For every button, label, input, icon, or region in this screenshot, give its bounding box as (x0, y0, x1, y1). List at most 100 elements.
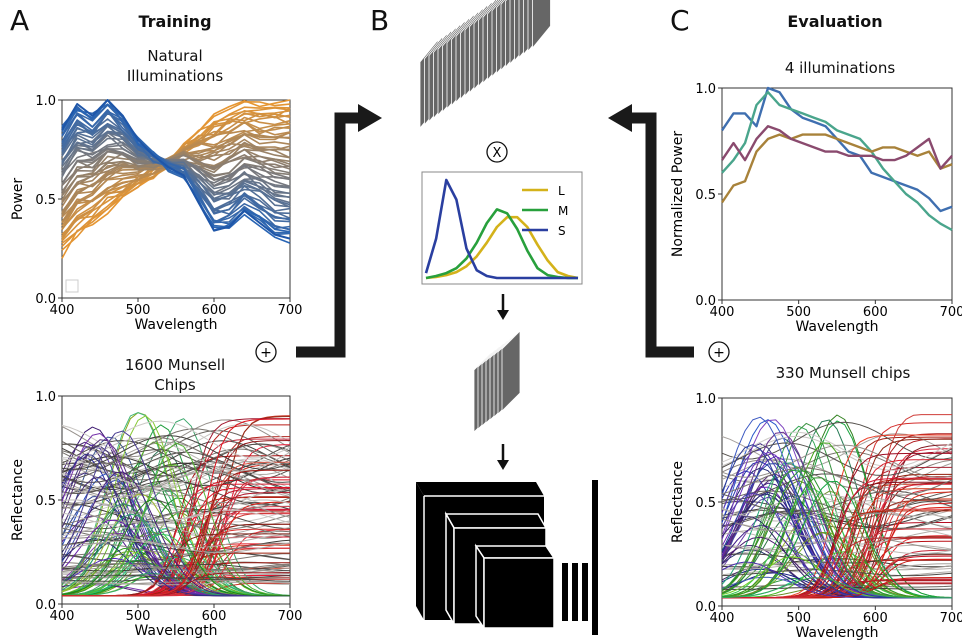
reflectance-curve (721, 509, 953, 529)
plus-symbol-right: + (708, 341, 730, 363)
natural-illuminations-chart: 400 500 600 700 0.0 0.5 1.0 Wavelength Power (10, 94, 302, 333)
munsell-330-chart: 400 500 600 700 0.0 0.5 1.0 Wavelength Reflectan… (670, 392, 962, 641)
fc-layer-3 (582, 563, 588, 621)
training-heading: Training (138, 12, 212, 31)
panel-letter-a: A (10, 4, 30, 37)
munsell-1600-chart: 400 500 600 700 0.0 0.5 1.0 Wavelength Reflectan… (10, 390, 302, 639)
illumination-curve (61, 144, 291, 188)
reflectance-curve (61, 451, 291, 483)
y-tick-label: 1.0 (35, 390, 56, 405)
plus-symbol-left: + (255, 341, 277, 363)
reflectance-curve (61, 448, 291, 481)
y-axis-label: Reflectance (10, 459, 26, 541)
reflectance-curve (721, 561, 953, 570)
stack-slice (532, 0, 551, 50)
reflectance-curve (61, 437, 291, 472)
reflectance-curve (61, 498, 290, 597)
x-tick-label: 400 (50, 303, 75, 318)
reflectance-curve (61, 499, 291, 521)
reflectance-curve (61, 442, 291, 597)
plus-left-glyph: + (260, 345, 272, 361)
multiply-symbol: X (486, 141, 508, 163)
y-axis-label: Reflectance (670, 461, 686, 543)
x-tick-label: 700 (278, 303, 303, 318)
reflectance-curve (62, 528, 290, 597)
reflectance-curve (721, 577, 952, 599)
reflectance-curve (721, 444, 953, 478)
reflectance-curve (61, 460, 291, 491)
reflectance-curve (721, 458, 953, 489)
legend-label-S: S (558, 224, 566, 238)
evaluation-illuminations-chart: 400 500 600 700 0.0 0.5 1.0 Wavelength Normalize… (670, 82, 962, 335)
reflectance-curve (61, 542, 291, 555)
y-tick-label: 0.0 (35, 598, 56, 613)
reflectance-curve (721, 435, 953, 471)
hyperspectral-image-stack (419, 0, 551, 130)
fc-layer-2 (572, 563, 578, 621)
y-tick-label: 1.0 (695, 82, 716, 97)
x-tick-label: 700 (278, 609, 303, 624)
y-tick-label: 0.5 (695, 188, 716, 203)
x-tick-label: 700 (940, 611, 962, 626)
reflectance-curve (721, 493, 953, 517)
x-tick-label: 400 (710, 305, 735, 320)
x-tick-label: 500 (126, 303, 151, 318)
reflectance-curve (721, 477, 952, 599)
y-tick-label: 1.0 (35, 94, 56, 109)
y-tick-label: 0.5 (35, 193, 56, 208)
munsell-1600-title: 1600 Munsell Chips (124, 356, 226, 394)
fc-layer-1 (562, 563, 568, 621)
x-axis-label: Wavelength (134, 317, 217, 333)
cone-curve-S (424, 178, 578, 280)
reflectance-curve (61, 534, 291, 549)
reflectance-curve (721, 442, 952, 599)
illumination-curve-blue (61, 99, 291, 240)
multiply-glyph: X (493, 146, 502, 161)
eval-illumination-line (721, 124, 953, 170)
down-arrow-2 (497, 444, 509, 470)
x-tick-label: 400 (50, 609, 75, 624)
y-tick-label: 0.5 (695, 496, 716, 511)
reflectance-curve (61, 489, 291, 597)
stack-slice (501, 330, 521, 412)
x-tick-label: 600 (202, 303, 227, 318)
munsell-330-title: 330 Munsell chips (775, 364, 911, 382)
lms-image-stack (473, 330, 521, 433)
x-tick-label: 600 (863, 305, 888, 320)
reflectance-curve (61, 458, 291, 489)
x-axis-label: Wavelength (795, 319, 878, 335)
eval-illumination-line (721, 133, 953, 204)
reflectance-curve (61, 572, 290, 579)
y-axis-label: Power (10, 178, 26, 221)
output-layer (592, 480, 598, 635)
reflectance-curve (61, 501, 291, 523)
illumination-curve (61, 130, 291, 208)
reflectance-curve (722, 477, 952, 599)
x-axis-label: Wavelength (795, 625, 878, 641)
y-tick-label: 0.5 (35, 494, 56, 509)
reflectance-curve (61, 509, 291, 529)
natural-illuminations-title: Natural Illuminations (126, 47, 224, 85)
evaluation-heading: Evaluation (787, 12, 883, 31)
y-tick-label: 0.0 (35, 292, 56, 307)
illumination-curve (61, 104, 291, 234)
right-flow-arrow (608, 104, 694, 358)
reflectance-curve (721, 459, 953, 490)
reflectance-curve (721, 442, 953, 476)
reflectance-curve (61, 430, 291, 466)
plus-right-glyph: + (713, 345, 725, 361)
x-tick-label: 500 (126, 609, 151, 624)
legend-box (65, 279, 79, 293)
x-tick-label: 400 (710, 611, 735, 626)
reflectance-curve (61, 468, 291, 497)
reflectance-curve (721, 481, 953, 599)
x-tick-label: 600 (863, 611, 888, 626)
cone-curve-M (425, 208, 578, 280)
reflectance-curve (721, 473, 953, 501)
cone-curve-L (425, 215, 579, 280)
x-axis-label: Wavelength (134, 623, 217, 639)
y-tick-label: 0.0 (695, 294, 716, 309)
reflectance-curve (62, 581, 291, 586)
reflectance-curve (61, 497, 291, 597)
